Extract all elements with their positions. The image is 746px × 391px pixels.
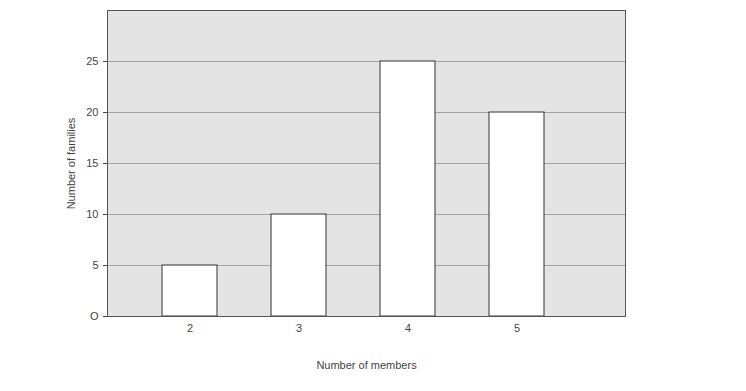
svg-text:Number of members: Number of members <box>316 359 417 371</box>
svg-text:20: 20 <box>86 106 98 118</box>
svg-text:Number of families: Number of families <box>65 117 77 209</box>
svg-text:4: 4 <box>405 322 411 334</box>
svg-text:3: 3 <box>296 322 302 334</box>
svg-text:25: 25 <box>86 55 98 67</box>
svg-text:2: 2 <box>187 322 193 334</box>
svg-text:5: 5 <box>92 259 98 271</box>
svg-text:10: 10 <box>86 208 98 220</box>
svg-text:15: 15 <box>86 157 98 169</box>
svg-text:5: 5 <box>514 322 520 334</box>
svg-text:O: O <box>90 310 99 322</box>
